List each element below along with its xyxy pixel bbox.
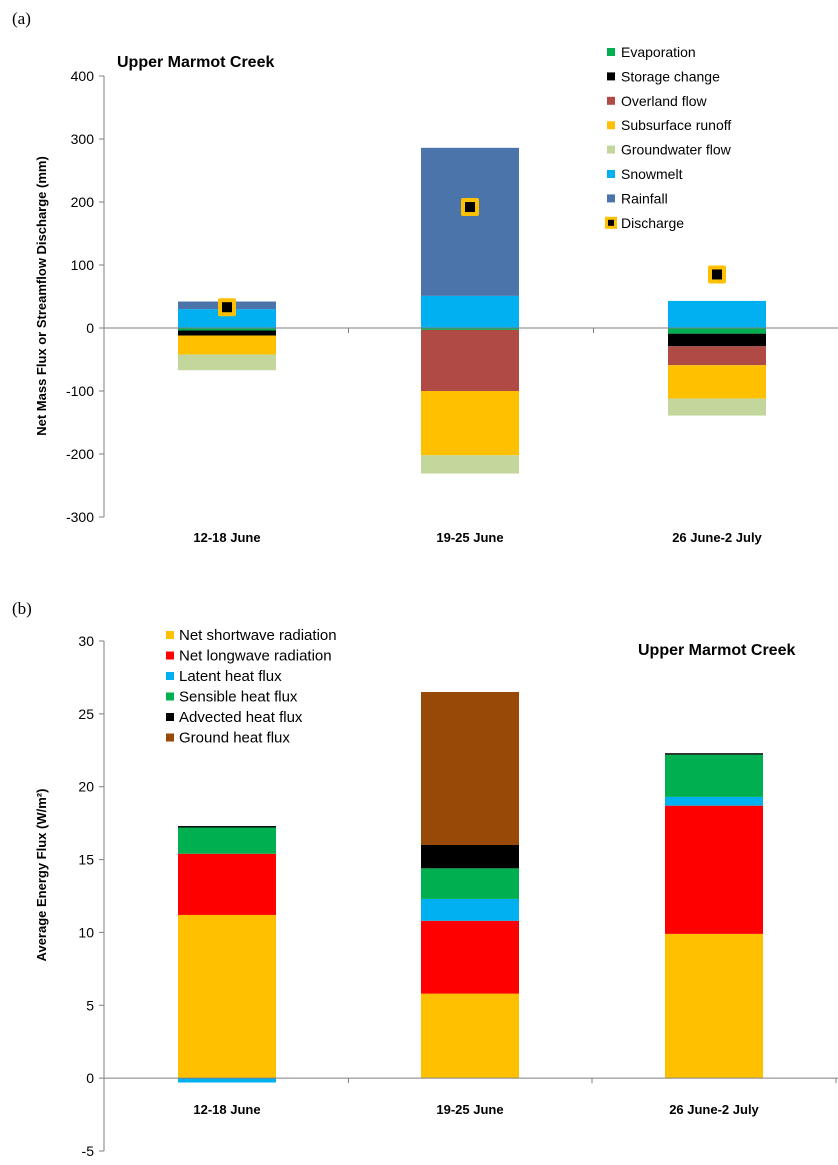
y-tick-label: -5: [82, 1143, 95, 1159]
bar-net-shortwave-radiation-12-18-june: [178, 914, 276, 1079]
y-tick-label: 400: [71, 68, 95, 84]
legend-label-discharge: Discharge: [621, 215, 684, 231]
y-tick-label: 15: [78, 852, 94, 868]
y-axis-label-b: Average Energy Flux (W/m²): [34, 789, 49, 962]
legend: Evaporation Storage change Overland flow Su…: [605, 44, 732, 231]
legend-swatch-center: [608, 219, 614, 226]
y-tick-label: 30: [78, 633, 94, 649]
y-tick-label: 100: [71, 257, 95, 273]
bar-sensible-heat-flux-26-june-2-july: [665, 754, 763, 797]
chart-title-b: Upper Marmot Creek: [638, 642, 795, 659]
y-tick-label: 5: [86, 997, 94, 1013]
bar-net-longwave-radiation-19-25-june: [421, 920, 519, 994]
legend-label-snowmelt: Snowmelt: [621, 166, 683, 182]
bar-evaporation-26-june-2-july: [668, 328, 766, 334]
bar-sensible-heat-flux-19-25-june: [421, 868, 519, 899]
y-tick-label: 0: [86, 1070, 94, 1086]
bar-snowmelt-19-25-june: [421, 295, 519, 328]
marker-discharge-center: [712, 269, 722, 280]
marker-discharge-center: [222, 302, 232, 313]
legend-swatch-snowmelt: [607, 170, 615, 178]
legend-swatch-groundwater-flow: [607, 145, 615, 154]
mass-flux-chart: -300 -200 -100 0 100 200 300 400 12-18 June 19-25…: [66, 44, 838, 545]
y-tick-label: 300: [71, 131, 95, 147]
bar-snowmelt-26-june-2-july: [668, 300, 766, 328]
bar-evaporation-19-25-june: [421, 328, 519, 330]
bar-latent-heat-flux-19-25-june: [421, 898, 519, 921]
x-tick-label-26-june-2-july: 26 June-2 July: [669, 1102, 759, 1117]
bar-net-longwave-radiation-12-18-june: [178, 853, 276, 915]
bar-snowmelt-12-18-june: [178, 309, 276, 328]
legend-label-net-longwave-radiation: Net longwave radiation: [179, 648, 332, 665]
legend-swatch-rainfall: [607, 194, 615, 203]
legend-swatch-subsurface-runoff: [607, 121, 615, 130]
bar-ground-heat-flux-19-25-june: [421, 692, 519, 845]
y-tick-label: 200: [71, 194, 95, 210]
bar-groundwater-flow-12-18-june: [178, 354, 276, 371]
bar-net-longwave-radiation-26-june-2-july: [665, 805, 763, 934]
bar-groundwater-flow-26-june-2-july: [668, 398, 766, 416]
y-tick-label: -100: [66, 383, 94, 399]
bar-advected-heat-flux-26-june-2-july: [665, 753, 763, 755]
bar-rainfall-19-25-june: [421, 147, 519, 296]
bar-subsurface-runoff-26-june-2-july: [668, 365, 766, 399]
legend-label-storage-change: Storage change: [621, 68, 720, 84]
y-tick-label: -200: [66, 446, 94, 462]
chart-title-a: Upper Marmot Creek: [117, 54, 274, 71]
bar-subsurface-runoff-19-25-june: [421, 391, 519, 456]
legend: Net shortwave radiation Net longwave radi…: [166, 627, 337, 747]
panel-label-a: (a): [12, 9, 31, 28]
legend-label-ground-heat-flux: Ground heat flux: [179, 730, 290, 747]
legend-label-groundwater-flow: Groundwater flow: [621, 142, 732, 158]
bar-subsurface-runoff-12-18-june: [178, 335, 276, 355]
y-tick-label: 20: [78, 779, 94, 795]
bar-advected-heat-flux-19-25-june: [421, 845, 519, 869]
bar-overland-flow-26-june-2-july: [668, 346, 766, 366]
legend-swatch-storage-change: [607, 72, 615, 81]
y-tick-label: -300: [66, 509, 94, 525]
bar-evaporation-12-18-june: [178, 328, 276, 331]
bar-sensible-heat-flux-12-18-june: [178, 827, 276, 854]
bar-storage-change-12-18-june: [178, 330, 276, 336]
x-tick-label-26-june-2-july: 26 June-2 July: [672, 530, 762, 545]
bar-groundwater-flow-19-25-june: [421, 455, 519, 474]
y-tick-label: 0: [86, 320, 94, 336]
bar-overland-flow-19-25-june: [421, 329, 519, 391]
x-tick-label-12-18-june: 12-18 June: [193, 1102, 260, 1117]
legend-label-advected-heat-flux: Advected heat flux: [179, 709, 303, 726]
legend-label-subsurface-runoff: Subsurface runoff: [621, 117, 731, 133]
legend-swatch-net-longwave-radiation: [166, 651, 174, 660]
x-tick-label-19-25-june: 19-25 June: [436, 1102, 503, 1117]
y-tick-label: 10: [78, 924, 94, 940]
legend-swatch-evaporation: [607, 48, 615, 56]
energy-flux-chart: -5 0 5 10 15 20 25 30 12-18 June 19-25 June 26 Jun…: [78, 627, 838, 1159]
bar-net-shortwave-radiation-19-25-june: [421, 993, 519, 1079]
y-axis-label-a: Net Mass Flux or Streamflow Discharge (m…: [34, 156, 49, 436]
y-tick-label: 25: [78, 706, 94, 722]
legend-swatch-advected-heat-flux: [166, 713, 174, 721]
x-tick-label-19-25-june: 19-25 June: [436, 530, 503, 545]
legend-swatch-net-shortwave-radiation: [166, 631, 174, 639]
legend-swatch-sensible-heat-flux: [166, 692, 174, 701]
bar-latent-heat-flux-26-june-2-july: [665, 796, 763, 806]
panel-label-b: (b): [12, 599, 32, 618]
bar-advected-heat-flux-12-18-june: [178, 826, 276, 828]
marker-discharge-center: [465, 202, 475, 213]
legend-label-sensible-heat-flux: Sensible heat flux: [179, 689, 298, 706]
bar-latent-heat-flux-12-18-june: [178, 1078, 276, 1083]
x-tick-label-12-18-june: 12-18 June: [193, 530, 260, 545]
legend-swatch-ground-heat-flux: [166, 733, 174, 742]
legend-label-net-shortwave-radiation: Net shortwave radiation: [179, 627, 337, 644]
legend-label-evaporation: Evaporation: [621, 44, 696, 60]
legend-label-overland-flow: Overland flow: [621, 93, 707, 109]
bar-net-shortwave-radiation-26-june-2-july: [665, 933, 763, 1079]
legend-label-rainfall: Rainfall: [621, 190, 668, 206]
legend-label-latent-heat-flux: Latent heat flux: [179, 668, 282, 685]
legend-swatch-latent-heat-flux: [166, 672, 174, 680]
legend-swatch-overland-flow: [607, 96, 615, 105]
bar-storage-change-26-june-2-july: [668, 333, 766, 347]
